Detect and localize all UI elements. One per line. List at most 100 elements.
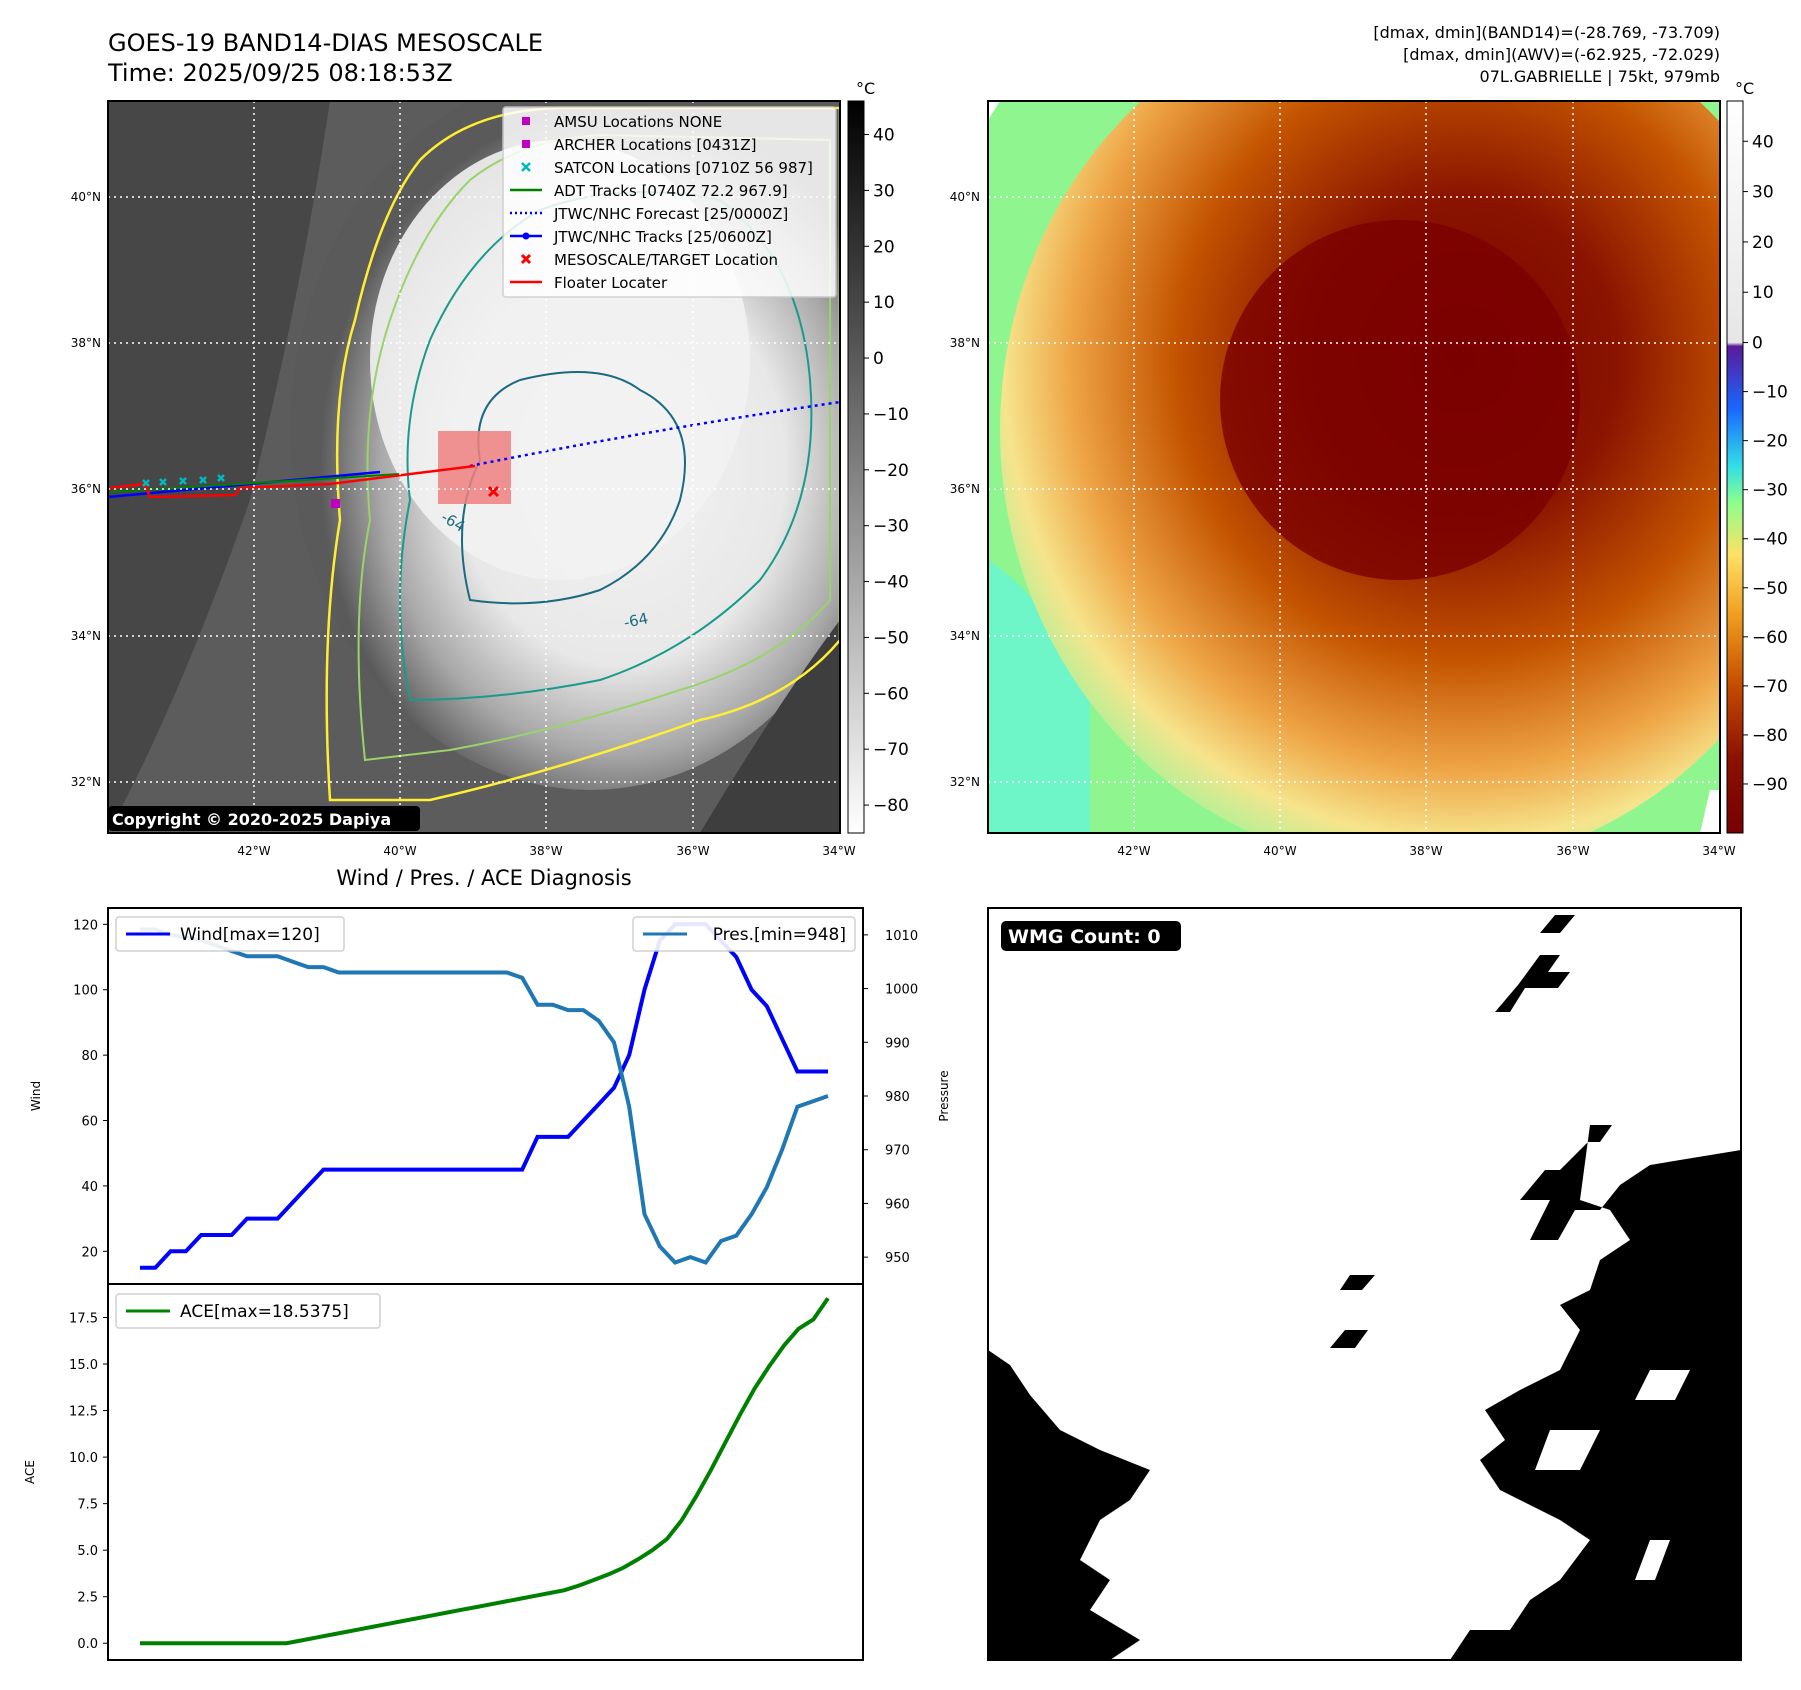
contour-yellow — [325, 106, 840, 802]
legend-archer-marker — [522, 140, 530, 148]
awv-cb-label: 30 — [1752, 183, 1774, 203]
ir-lat-38: 38°N — [71, 336, 101, 350]
wmg-blob-4 — [1340, 1275, 1375, 1290]
ace-ytick-label: 15.0 — [69, 1358, 98, 1373]
ir-cb-label: 10 — [873, 293, 895, 313]
ir-dark-west — [108, 101, 330, 833]
pressure-ytick-label: 1000 — [885, 983, 918, 998]
ace-legend: ACE[max=18.5375] — [115, 1293, 381, 1329]
pressure-series-line — [140, 927, 829, 1265]
pressure-legend: Pres.[min=948] — [632, 916, 856, 952]
wind-ytick-label: 60 — [81, 1115, 98, 1130]
ir-lat-40: 40°N — [71, 190, 101, 204]
ir-cb-label: −20 — [873, 461, 909, 481]
ace-frame — [107, 1283, 864, 1661]
ir-cb-label: −80 — [873, 796, 909, 816]
awv-map-frame — [987, 100, 1721, 834]
awv-lon-40: 40°W — [1263, 844, 1296, 858]
awv-lat-40: 40°N — [950, 190, 980, 204]
awv-colorbar-fill — [1726, 100, 1744, 834]
wmg-hole-1 — [1535, 1430, 1600, 1470]
ir-colorbar-unit: °C — [856, 79, 875, 98]
awv-cb-label: −30 — [1752, 481, 1788, 501]
awv-colorbar-unit: °C — [1735, 79, 1754, 98]
ace-chart: ACE 0.0 2.5 5.0 7.5 10.0 12.5 15.0 17.5 ACE[max… — [23, 1283, 864, 1661]
awv-cb-label: 40 — [1752, 132, 1774, 152]
awv-lat-32: 32°N — [950, 775, 980, 789]
awv-cb-label: 0 — [1752, 334, 1763, 354]
ace-ytick-label: 10.0 — [69, 1451, 98, 1466]
ace-ytick-label: 12.5 — [69, 1405, 98, 1420]
ir-map-panel: -64 -64 — [71, 100, 856, 858]
pressure-ytick-label: 990 — [885, 1036, 910, 1051]
ir-lat-36: 36°N — [71, 482, 101, 496]
ir-lon-38: 38°W — [529, 844, 562, 858]
ace-ytick-label: 17.5 — [69, 1312, 98, 1327]
diagnosis-title: Wind / Pres. / ACE Diagnosis — [336, 866, 631, 890]
legend-label-floater: Floater Locater — [554, 274, 668, 292]
wmg-frame — [987, 907, 1742, 1661]
awv-lon-34: 34°W — [1702, 844, 1735, 858]
ace-ytick-label: 7.5 — [77, 1498, 98, 1513]
awv-map-panel: 40°N 38°N 36°N 34°N 32°N 42°W 40°W 38°W … — [950, 100, 1736, 858]
ir-lon-40: 40°W — [383, 844, 416, 858]
awv-lon-36: 36°W — [1556, 844, 1589, 858]
awv-lon-labels: 42°W 40°W 38°W 36°W 34°W — [1117, 844, 1735, 858]
ir-lat-32: 32°N — [71, 775, 101, 789]
legend-target-marker — [520, 253, 532, 265]
wind-ytick-label: 100 — [73, 984, 98, 999]
awv-white-edge-right — [1700, 790, 1720, 833]
ace-ytick-label: 5.0 — [77, 1544, 98, 1559]
wmg-blob-1 — [1540, 915, 1575, 933]
awv-cb-label: 20 — [1752, 233, 1774, 253]
awv-cb-label: −80 — [1752, 726, 1788, 746]
ir-cb-label: −60 — [873, 684, 909, 704]
archer-marker — [331, 499, 340, 508]
contour-label-2: -64 — [622, 609, 650, 632]
wmg-hole-3 — [1635, 1370, 1690, 1400]
wind-pressure-frame — [107, 907, 864, 1285]
ir-lat-labels: 40°N 38°N 36°N 34°N 32°N — [71, 190, 101, 789]
wind-ytick-label: 20 — [81, 1245, 98, 1260]
awv-cb-label: −20 — [1752, 432, 1788, 452]
pressure-ytick-label: 970 — [885, 1144, 910, 1159]
wmg-badge-box — [1001, 921, 1181, 951]
pressure-ytick-label: 980 — [885, 1090, 910, 1105]
ace-axis-label: ACE — [23, 1460, 37, 1484]
awv-cb-label: −90 — [1752, 775, 1788, 795]
stats-awv: [dmax, dmin](AWV)=(-62.925, -72.029) — [1403, 45, 1720, 64]
satcon-markers — [142, 474, 225, 487]
legend-label-adt: ADT Tracks [0740Z 72.2 967.9] — [554, 182, 788, 200]
legend-label-jtwc: JTWC/NHC Tracks [25/0600Z] — [553, 228, 772, 246]
ir-lon-36: 36°W — [676, 844, 709, 858]
awv-lat-38: 38°N — [950, 336, 980, 350]
awv-cb-label: 10 — [1752, 283, 1774, 303]
wmg-hole-2 — [1470, 1360, 1520, 1395]
ir-lon-42: 42°W — [237, 844, 270, 858]
awv-cb-label: −10 — [1752, 383, 1788, 403]
wind-axis-label: Wind — [29, 1081, 43, 1111]
awv-lat-36: 36°N — [950, 482, 980, 496]
ir-cb-label: 0 — [873, 349, 884, 369]
ir-legend: AMSU Locations NONE ARCHER Locations [04… — [502, 106, 837, 298]
wind-ytick-label: 80 — [81, 1049, 98, 1064]
ir-cb-label: −40 — [873, 573, 909, 593]
stats-storm: 07L.GABRIELLE | 75kt, 979mb — [1480, 67, 1720, 86]
awv-lon-38: 38°W — [1409, 844, 1442, 858]
awv-lat-34: 34°N — [950, 629, 980, 643]
adt-track — [109, 473, 401, 493]
ir-colorbar-ticks: 40 30 20 10 0 −10 −20 −30 −40 −50 −60 −70 −80 — [864, 126, 909, 816]
awv-gridlines — [988, 101, 1720, 833]
target-marker — [487, 485, 500, 498]
ir-cb-label: −50 — [873, 628, 909, 648]
copyright-box — [108, 806, 420, 831]
wind-ytick-label: 120 — [73, 918, 98, 933]
awv-lat-labels: 40°N 38°N 36°N 34°N 32°N — [950, 190, 980, 789]
ir-cb-label: 30 — [873, 181, 895, 201]
awv-cb-label: −70 — [1752, 677, 1788, 697]
ir-cb-label: −10 — [873, 405, 909, 425]
wind-legend-text: Wind[max=120] — [180, 925, 320, 945]
stats-band14: [dmax, dmin](BAND14)=(-28.769, -73.709) — [1373, 23, 1720, 42]
ir-lon-labels: 42°W 40°W 38°W 36°W 34°W — [237, 844, 855, 858]
